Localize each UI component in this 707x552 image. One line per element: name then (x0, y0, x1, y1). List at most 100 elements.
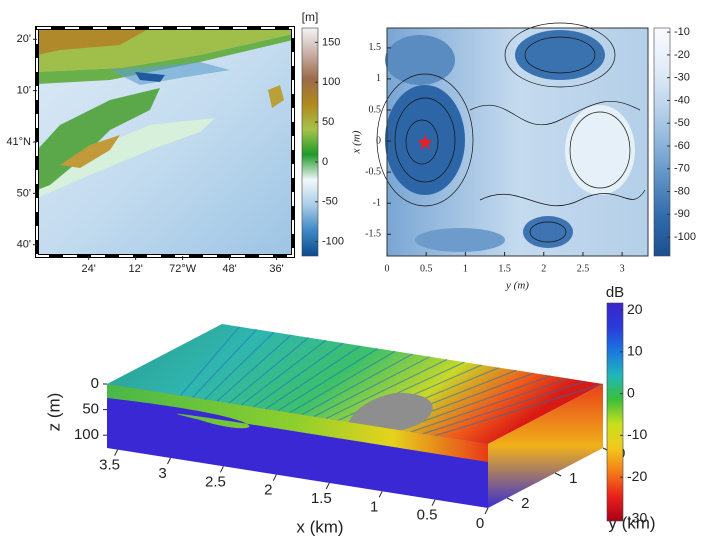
colorbar-tick-label: 100 (322, 76, 340, 88)
x-tick-label: 2.5 (577, 263, 590, 274)
streak (204, 331, 275, 400)
y-tick-label: 41°N (6, 136, 31, 148)
y-tick-label: 40' (17, 239, 31, 251)
low-region (523, 216, 573, 248)
y-tick-label: 10' (17, 85, 31, 97)
colorbar-tick-label: 10 (627, 343, 643, 359)
streak (422, 380, 586, 435)
z-tick-label: 0 (91, 375, 99, 392)
colorbar-tick-label: -80 (674, 185, 690, 197)
streak (277, 348, 379, 412)
colorbar-tick-label: -10 (627, 426, 647, 442)
streak (228, 337, 309, 404)
land (37, 28, 150, 55)
x-tick-label: 72°W (169, 263, 197, 275)
streak (301, 353, 413, 416)
y-tick-label: -1.5 (365, 229, 381, 240)
x-tick-label: 24' (81, 263, 95, 275)
colorbar-tick-label: -100 (674, 231, 696, 243)
colorbar-tick-label: -60 (674, 140, 690, 152)
colorbar-tick-label: -50 (322, 196, 338, 208)
y-tick-label: 20' (17, 33, 31, 45)
colorbar-tick-label: 0 (627, 384, 635, 400)
x-tick-label: 0.5 (417, 507, 438, 524)
colorbar-tick-label: -30 (674, 72, 690, 84)
right-face (488, 384, 603, 508)
streak (192, 329, 258, 398)
z-tick-label: 100 (74, 426, 99, 443)
x-tick (325, 482, 330, 490)
colorbar-tick-label: -20 (674, 49, 690, 61)
top-face (107, 324, 603, 444)
x-tick-label: 3 (620, 263, 625, 274)
streak (265, 345, 361, 410)
x-tick (484, 507, 489, 515)
colorbar-tick-label: 20 (627, 301, 643, 317)
colorbar-tick-label: -30 (627, 510, 647, 526)
x-tick (167, 457, 171, 465)
x-tick-label: 48' (222, 263, 236, 275)
streak (410, 377, 569, 433)
y-tick-label: -0.5 (365, 166, 381, 177)
map-panel (35, 26, 295, 258)
colorbar-tick-label: -50 (674, 117, 690, 129)
z-tick-label: 50 (82, 401, 99, 418)
y-tick-label: 0 (376, 135, 381, 146)
land (60, 135, 120, 168)
x-tick (431, 499, 436, 506)
x-tick-label: 3 (158, 465, 166, 482)
y-tick-label: 0.5 (369, 104, 382, 115)
x-tick-label: 0.5 (420, 263, 433, 274)
x-tick-label: 2 (541, 263, 546, 274)
colorbar-label: [m] (302, 10, 319, 24)
streak (398, 375, 552, 431)
streak (434, 383, 604, 437)
x-tick (272, 474, 277, 481)
x-tick (114, 449, 119, 456)
coast (37, 34, 293, 84)
contour-panel (376, 22, 649, 257)
channel (135, 72, 165, 82)
source-marker (417, 134, 433, 150)
y-tick-label: -1 (373, 197, 381, 208)
x-tick-label: 1 (370, 498, 378, 515)
colorbar-tick-label: 150 (322, 36, 340, 48)
low-region (515, 30, 605, 80)
low-region (415, 228, 505, 252)
x-tick-label: 1.5 (311, 490, 332, 507)
x-tick-label: 3.5 (99, 457, 120, 474)
contours (376, 22, 646, 243)
z-axis-label: z (m) (44, 393, 63, 432)
y-tick-label: 1.5 (369, 42, 382, 53)
colorbar (606, 302, 624, 522)
streak (252, 342, 344, 408)
colorbar-tick-label: 0 (322, 156, 328, 168)
x-axis-label: x (km) (296, 517, 343, 536)
high-region (565, 105, 635, 195)
streak (216, 334, 292, 402)
y-tick-label: 50' (17, 187, 31, 199)
x-tick (378, 491, 383, 498)
x-tick-label: 0 (385, 263, 390, 274)
y-tick (506, 497, 514, 502)
sediment-band (107, 384, 488, 462)
front-face (107, 384, 488, 508)
streak (289, 350, 396, 414)
x-tick-label: 1 (463, 263, 468, 274)
x-tick-label: 2.5 (205, 473, 226, 490)
y-tick-label: 1 (569, 470, 577, 487)
colorbar-tick-label: 50 (322, 116, 334, 128)
plot-frame (386, 27, 649, 257)
colorbar (301, 27, 319, 257)
beach (37, 118, 215, 198)
x-tick-label: 0 (476, 515, 484, 532)
x-tick-label: 1.5 (498, 263, 511, 274)
colorbar-tick-label: -40 (674, 94, 690, 106)
x-axis-label: y (m) (505, 280, 529, 292)
y-tick-label: 1 (376, 73, 381, 84)
colorbar-tick-label: -20 (627, 468, 647, 484)
colorbar-tick-label: -70 (674, 163, 690, 175)
x-tick-label: 36' (269, 263, 283, 275)
low-region (385, 35, 455, 85)
